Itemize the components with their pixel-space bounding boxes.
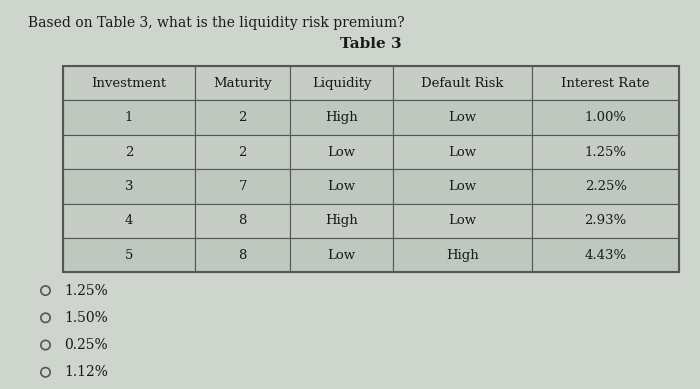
Text: 7: 7 — [239, 180, 247, 193]
Text: 2: 2 — [239, 111, 247, 124]
Text: Low: Low — [328, 180, 356, 193]
Text: 2: 2 — [125, 145, 133, 159]
Text: Liquidity: Liquidity — [312, 77, 372, 90]
Text: 1: 1 — [125, 111, 133, 124]
Text: 2.25%: 2.25% — [584, 180, 626, 193]
Text: High: High — [326, 111, 358, 124]
Text: 1.50%: 1.50% — [64, 311, 108, 325]
Text: 8: 8 — [239, 249, 247, 262]
Text: Low: Low — [449, 214, 477, 227]
Text: 2: 2 — [239, 145, 247, 159]
Text: 1.25%: 1.25% — [64, 284, 108, 298]
Text: 1.25%: 1.25% — [584, 145, 626, 159]
Text: Low: Low — [449, 145, 477, 159]
Text: 2.93%: 2.93% — [584, 214, 626, 227]
Text: 4: 4 — [125, 214, 133, 227]
Text: 1.12%: 1.12% — [64, 365, 108, 379]
Text: 4.43%: 4.43% — [584, 249, 626, 262]
Text: Based on Table 3, what is the liquidity risk premium?: Based on Table 3, what is the liquidity … — [28, 16, 405, 30]
Text: Low: Low — [328, 249, 356, 262]
Text: 3: 3 — [125, 180, 133, 193]
Text: High: High — [447, 249, 479, 262]
Text: 5: 5 — [125, 249, 133, 262]
Text: Interest Rate: Interest Rate — [561, 77, 650, 90]
Text: 1.00%: 1.00% — [584, 111, 626, 124]
Text: High: High — [326, 214, 358, 227]
Text: Default Risk: Default Risk — [421, 77, 504, 90]
Text: Low: Low — [449, 180, 477, 193]
Text: 0.25%: 0.25% — [64, 338, 108, 352]
Text: Investment: Investment — [92, 77, 167, 90]
Text: Table 3: Table 3 — [340, 37, 402, 51]
Text: Low: Low — [449, 111, 477, 124]
Text: 8: 8 — [239, 214, 247, 227]
Text: Low: Low — [328, 145, 356, 159]
Text: Maturity: Maturity — [214, 77, 272, 90]
